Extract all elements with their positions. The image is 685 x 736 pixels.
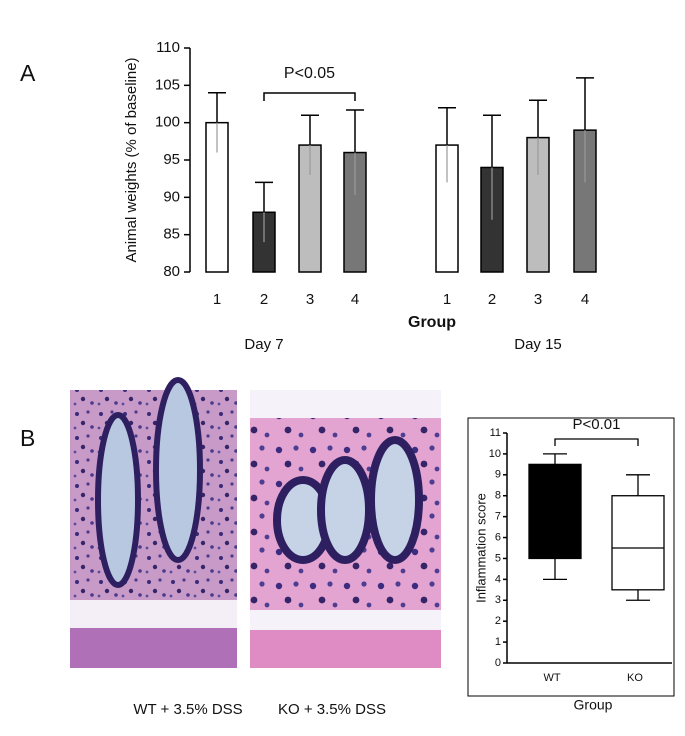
y-tick-label: 10 [489, 448, 501, 460]
group-label: Day 15 [514, 336, 562, 353]
y-tick-label: 80 [163, 263, 180, 280]
box [611, 495, 665, 591]
y-tick-label: 95 [163, 151, 180, 168]
y-tick-label: 11 [490, 427, 501, 439]
y-tick-label: 0 [495, 657, 501, 669]
y-tick-label: 1 [495, 636, 501, 648]
y-tick-label: 7 [495, 511, 501, 523]
histology-image [250, 390, 441, 668]
y-axis-label: Inflammation score [473, 493, 488, 603]
y-tick-label: 105 [155, 76, 180, 93]
x-tick-label: 1 [443, 291, 451, 308]
y-tick-label: 90 [163, 188, 180, 205]
image-caption: KO + 3.5% DSS [278, 701, 386, 718]
y-tick-label: 85 [163, 226, 180, 243]
y-tick-label: 6 [495, 531, 501, 543]
x-axis-label: Group [574, 697, 613, 713]
x-tick-label: 3 [306, 291, 314, 308]
x-tick-label: 1 [213, 291, 221, 308]
panel-frame [467, 417, 675, 697]
x-tick-label: 4 [581, 291, 589, 308]
significance-bracket [263, 92, 356, 101]
y-axis-label: Animal weights (% of baseline) [123, 57, 140, 262]
y-tick-label: 8 [495, 490, 501, 502]
group-label: Day 7 [244, 336, 283, 353]
y-tick-label: 2 [495, 615, 501, 627]
y-tick-label: 4 [495, 573, 501, 585]
histology-image [70, 377, 237, 668]
significance-bracket [554, 438, 639, 446]
x-tick-label: 2 [488, 291, 496, 308]
x-tick-label: KO [627, 672, 643, 684]
y-tick-label: 110 [156, 39, 180, 56]
panel-label: B [20, 425, 35, 451]
y-tick-label: 5 [495, 552, 501, 564]
panel-label: A [20, 60, 36, 86]
y-tick-label: 3 [495, 594, 501, 606]
x-axis-label: Group [408, 314, 456, 331]
x-tick-label: WT [543, 672, 560, 684]
x-tick-label: 3 [534, 291, 542, 308]
x-tick-label: 4 [351, 291, 359, 308]
annotation: P<0.01 [573, 416, 621, 433]
y-tick-label: 100 [155, 114, 180, 131]
annotation: P<0.05 [284, 65, 335, 82]
box [528, 463, 582, 560]
y-tick-label: 9 [495, 469, 501, 481]
image-caption: WT + 3.5% DSS [133, 701, 242, 718]
x-tick-label: 2 [260, 291, 268, 308]
